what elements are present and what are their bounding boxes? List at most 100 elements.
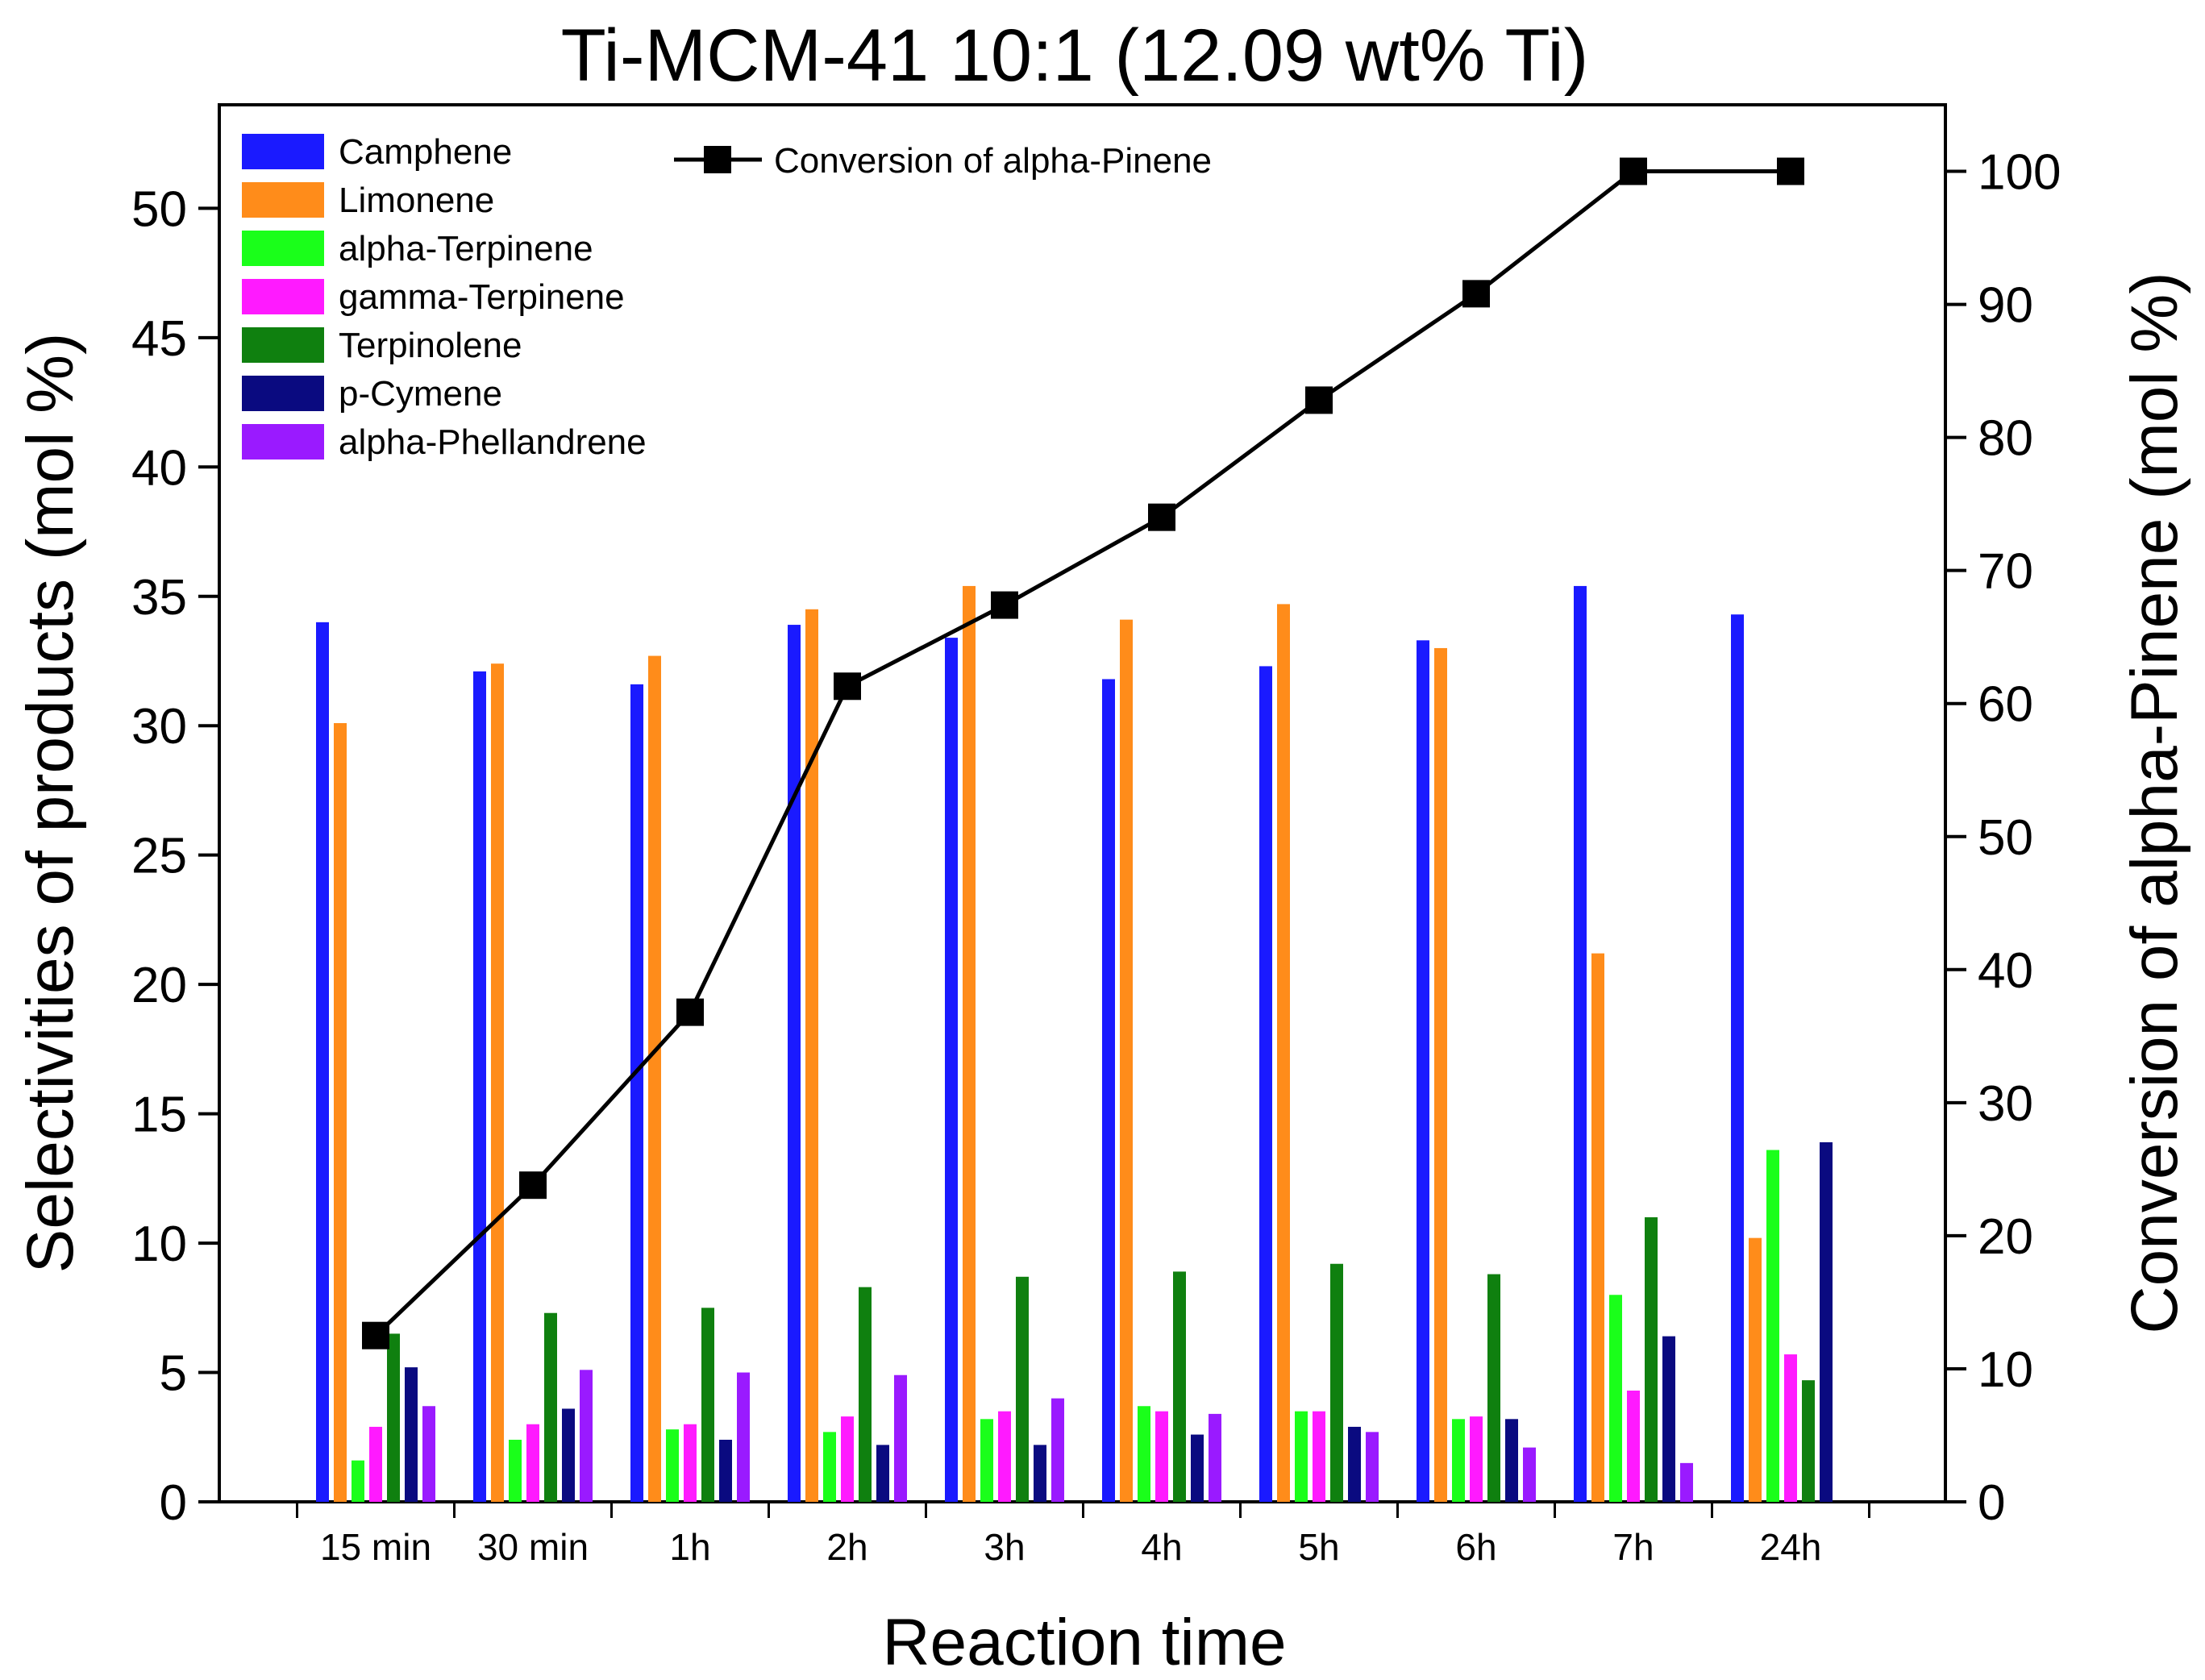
x-tick-label: 30 min: [477, 1526, 589, 1568]
chart-title: Ti-MCM-41 10:1 (12.09 wt% Ti): [561, 15, 1589, 97]
bar: [387, 1333, 400, 1502]
x-tick-label: 5h: [1298, 1526, 1339, 1568]
bar: [580, 1370, 593, 1502]
x-tick-label: 3h: [984, 1526, 1025, 1568]
bars-group: [316, 585, 1833, 1503]
x-tick-label: 6h: [1455, 1526, 1496, 1568]
conversion-point: [834, 672, 861, 701]
y-tick-label: 50: [131, 181, 187, 237]
bar: [841, 1416, 854, 1502]
bar: [1138, 1406, 1150, 1502]
bar: [1820, 1141, 1833, 1502]
y2-tick-label: 100: [1978, 145, 2061, 201]
legend-swatch: [242, 182, 324, 218]
y2-tick-label: 40: [1978, 943, 2033, 999]
conversion-point: [676, 998, 704, 1026]
bar: [1505, 1419, 1518, 1502]
conversion-point: [1462, 280, 1490, 308]
legend-swatch: [242, 424, 324, 460]
bar: [562, 1408, 575, 1502]
y-axis-label: Selectivities of products (mol %): [14, 333, 87, 1274]
bar: [1173, 1271, 1186, 1502]
y2-axis-label: Conversion of alpha-Pinene (mol %): [2118, 272, 2191, 1333]
bar: [998, 1411, 1011, 1502]
conversion-point: [991, 591, 1018, 619]
bar: [1120, 619, 1133, 1502]
x-tick-label: 24h: [1760, 1526, 1822, 1568]
bar: [1802, 1380, 1815, 1502]
bar: [737, 1372, 750, 1502]
conversion-line: [374, 169, 1791, 1337]
conversion-point: [1148, 503, 1175, 531]
bar: [509, 1439, 522, 1502]
bar: [1366, 1432, 1379, 1502]
bar: [491, 663, 504, 1503]
y2-tick-label: 90: [1978, 278, 2033, 334]
bar: [859, 1287, 872, 1502]
bar: [1209, 1413, 1221, 1502]
bar: [1627, 1391, 1640, 1502]
x-tick-label: 2h: [826, 1526, 867, 1568]
bar: [1609, 1295, 1622, 1502]
bar: [1749, 1237, 1762, 1502]
bar: [945, 638, 958, 1502]
bar: [1731, 614, 1744, 1502]
bar: [1487, 1274, 1500, 1502]
bar: [316, 622, 329, 1503]
bar: [701, 1308, 714, 1502]
bar: [980, 1419, 993, 1502]
bar: [1191, 1434, 1204, 1502]
legend-label: Conversion of alpha-Pinene: [774, 141, 1212, 181]
bar: [1591, 953, 1604, 1502]
bar: [1016, 1276, 1029, 1502]
x-tick-label: 7h: [1612, 1526, 1654, 1568]
bar: [1277, 604, 1290, 1503]
legend-label: Limonene: [339, 181, 494, 220]
bar: [544, 1312, 557, 1502]
bar: [684, 1424, 697, 1502]
y2-tick-label: 20: [1978, 1209, 2033, 1265]
bar: [666, 1429, 679, 1502]
bar: [473, 671, 486, 1502]
conversion-point: [1777, 157, 1804, 185]
y-tick-label: 35: [131, 570, 187, 626]
conversion-point: [519, 1171, 547, 1200]
conversion-point: [362, 1321, 389, 1349]
legend-label: alpha-Terpinene: [339, 229, 593, 268]
bar: [1574, 585, 1587, 1502]
legend-label: Terpinolene: [339, 326, 522, 365]
y-tick-label: 10: [131, 1216, 187, 1272]
legend-label: Camphene: [339, 132, 512, 172]
legend-label: p-Cymene: [339, 374, 502, 414]
bar: [369, 1426, 382, 1502]
axes-group: 0 5 10 15 20 25 30 35 40 45 50 0 10 20 30 40 50 60 70 80 90 1…: [131, 145, 2061, 1568]
y2-tick-label: 80: [1978, 411, 2033, 467]
x-tick-label: 1h: [669, 1526, 710, 1568]
bar: [1313, 1411, 1325, 1502]
y-tick-label: 5: [160, 1346, 187, 1402]
bar: [1102, 679, 1115, 1502]
bar: [1155, 1411, 1168, 1502]
bar: [1766, 1150, 1779, 1502]
legend-label: alpha-Phellandrene: [339, 422, 647, 462]
y-tick-label: 30: [131, 699, 187, 755]
y2-tick-label: 60: [1978, 677, 2033, 733]
y2-tick-label: 30: [1978, 1076, 2033, 1132]
bar: [526, 1424, 539, 1502]
bar: [1434, 647, 1447, 1502]
y-tick-label: 0: [160, 1475, 187, 1531]
bar: [963, 585, 976, 1502]
bar: [1417, 640, 1429, 1502]
bar: [630, 684, 643, 1502]
legend-label: gamma-Terpinene: [339, 277, 625, 317]
x-tick-label: 4h: [1141, 1526, 1182, 1568]
legend-line-marker: [704, 146, 731, 173]
y-tick-label: 20: [131, 958, 187, 1013]
bar: [1662, 1336, 1675, 1502]
bar: [1645, 1216, 1658, 1502]
bar: [648, 655, 661, 1502]
x-axis-label: Reaction time: [882, 1606, 1286, 1679]
y-tick-label: 40: [131, 440, 187, 496]
conversion-line-group: [362, 157, 1804, 1349]
